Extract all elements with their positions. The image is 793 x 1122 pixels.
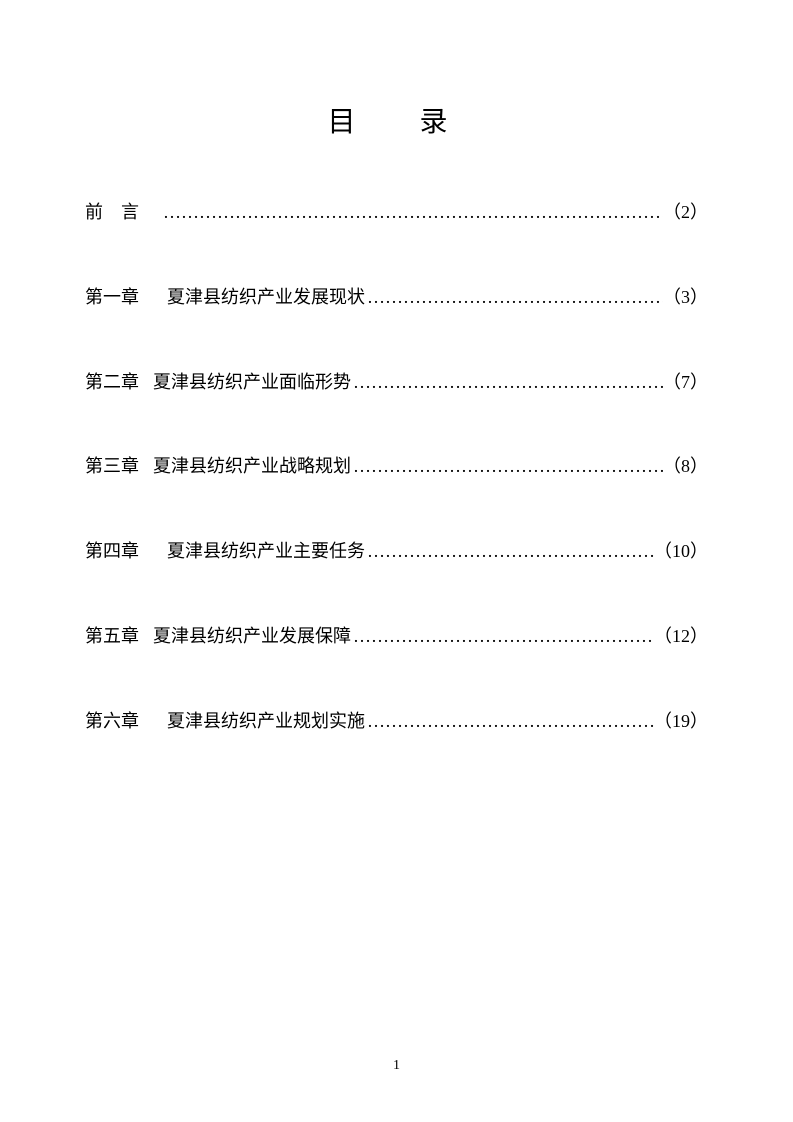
toc-dots: …………………………………………………………………………………………………… — [161, 198, 663, 227]
toc-chapter-title: 夏津县纺织产业发展现状 — [167, 283, 365, 312]
toc-label: 第五章 — [85, 622, 139, 651]
toc-dots: …………………………………………………………………………………………………… — [365, 537, 654, 566]
toc-page-number: （2） — [663, 198, 708, 227]
toc-label: 第三章 — [85, 452, 139, 481]
toc-entry-preface: 前 言 ………………………………………………………………………………………………… — [85, 198, 708, 227]
toc-chapter-title: 夏津县纺织产业主要任务 — [167, 537, 365, 566]
page-footer-number: 1 — [0, 1058, 793, 1074]
toc-entry-chapter-4: 第四章 夏津县纺织产业主要任务 ………………………………………………………………… — [85, 537, 708, 566]
toc-entry-chapter-1: 第一章 夏津县纺织产业发展现状 ………………………………………………………………… — [85, 283, 708, 312]
toc-page-number: （8） — [663, 452, 708, 481]
toc-dots: …………………………………………………………………………………………………… — [351, 452, 663, 481]
toc-dots: …………………………………………………………………………………………………… — [351, 622, 654, 651]
toc-container: 前 言 ………………………………………………………………………………………………… — [85, 198, 708, 736]
toc-title: 目 录 — [85, 100, 708, 140]
toc-chapter-title: 夏津县纺织产业面临形势 — [153, 368, 351, 397]
toc-label: 第六章 — [85, 707, 139, 736]
toc-page-number: （19） — [654, 707, 708, 736]
toc-dots: …………………………………………………………………………………………………… — [365, 283, 663, 312]
toc-entry-chapter-2: 第二章 夏津县纺织产业面临形势 ………………………………………………………………… — [85, 368, 708, 397]
toc-label: 第二章 — [85, 368, 139, 397]
toc-chapter-title: 夏津县纺织产业发展保障 — [153, 622, 351, 651]
toc-chapter-title: 夏津县纺织产业战略规划 — [153, 452, 351, 481]
toc-page-number: （12） — [654, 622, 708, 651]
toc-label: 前 言 — [85, 198, 139, 227]
toc-page-number: （10） — [654, 537, 708, 566]
toc-entry-chapter-3: 第三章 夏津县纺织产业战略规划 ………………………………………………………………… — [85, 452, 708, 481]
toc-label: 第一章 — [85, 283, 139, 312]
toc-dots: …………………………………………………………………………………………………… — [351, 368, 663, 397]
toc-chapter-title: 夏津县纺织产业规划实施 — [167, 707, 365, 736]
toc-entry-chapter-5: 第五章 夏津县纺织产业发展保障 ………………………………………………………………… — [85, 622, 708, 651]
toc-label: 第四章 — [85, 537, 139, 566]
toc-page-number: （7） — [663, 368, 708, 397]
toc-dots: …………………………………………………………………………………………………… — [365, 707, 654, 736]
toc-entry-chapter-6: 第六章 夏津县纺织产业规划实施 ………………………………………………………………… — [85, 707, 708, 736]
toc-page-number: （3） — [663, 283, 708, 312]
